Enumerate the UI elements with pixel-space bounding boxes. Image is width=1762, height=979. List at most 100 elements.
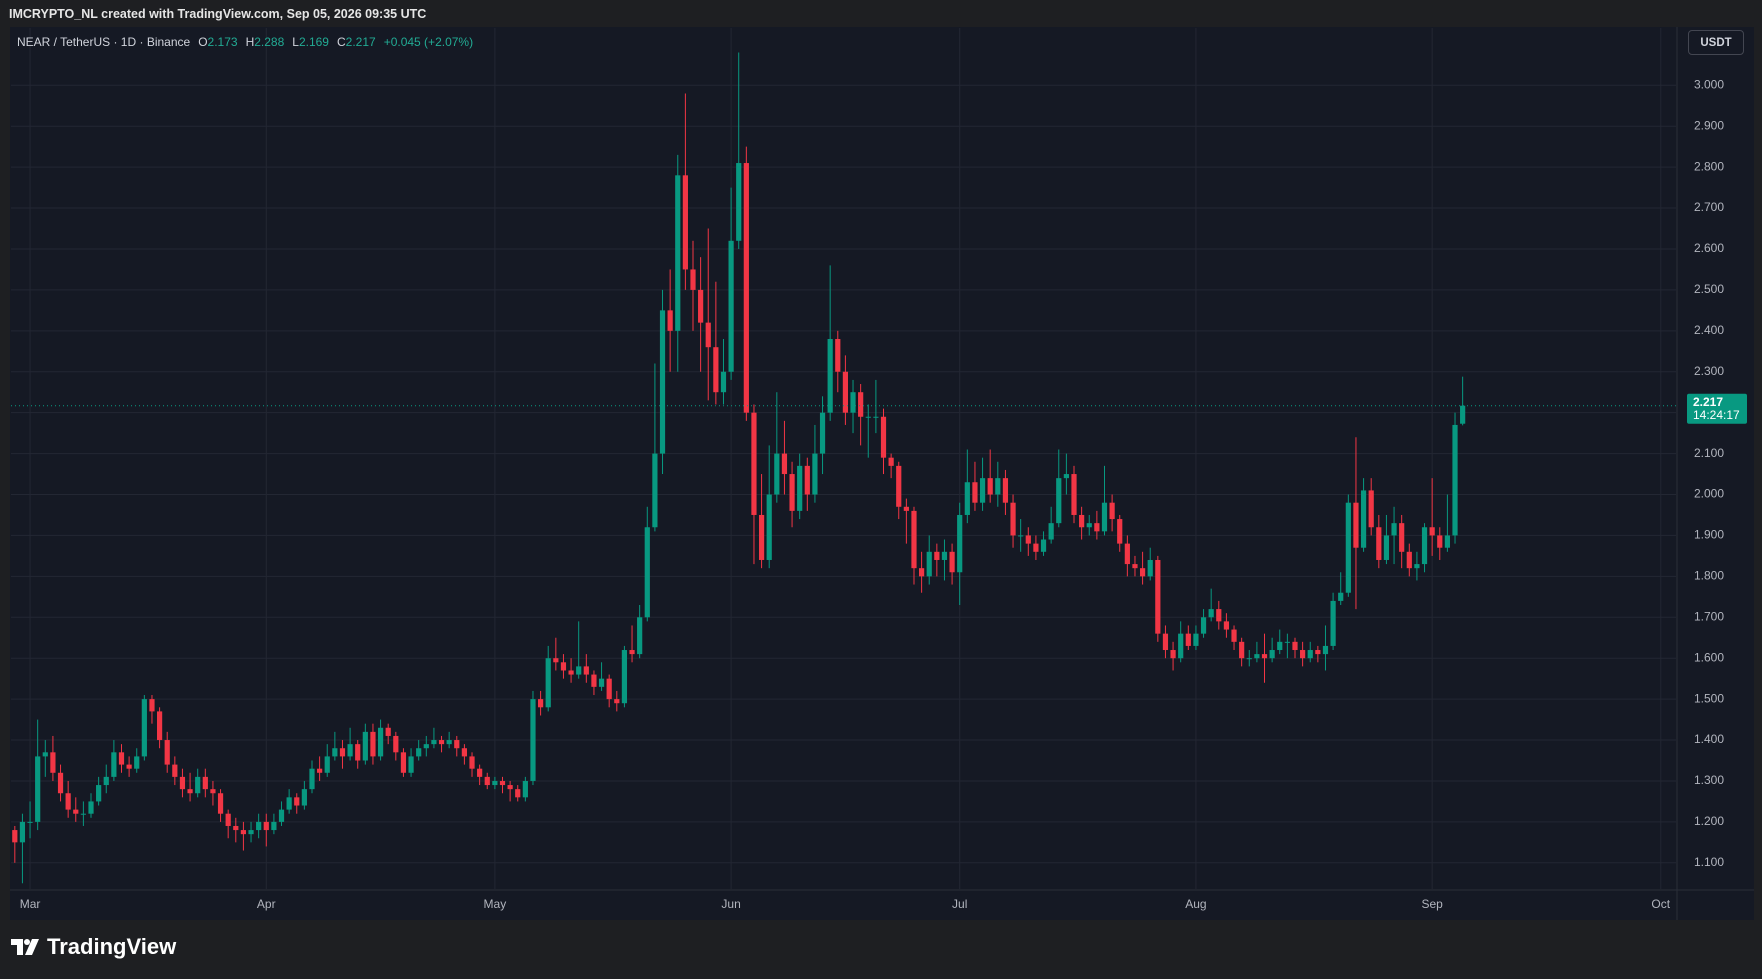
candle-body [111, 752, 117, 777]
candle-body [1300, 650, 1306, 659]
candle-body [720, 371, 727, 393]
candle-body [1437, 535, 1443, 548]
candle-body [27, 821, 33, 823]
candle-body [118, 752, 125, 765]
candle-body [210, 789, 216, 794]
candle-body [591, 674, 597, 687]
candle-body [1139, 568, 1146, 577]
candle-body [1345, 502, 1351, 593]
y-tick-label: 2.600 [1694, 241, 1724, 255]
candle-body [1025, 535, 1031, 544]
candle-body [1261, 654, 1268, 659]
candle-body [873, 416, 879, 418]
candle-body [301, 789, 307, 806]
y-tick-label: 2.700 [1694, 200, 1724, 214]
candle-body [1452, 424, 1458, 536]
attribution: IMCRYPTO_NL created with TradingView.com… [9, 7, 427, 21]
candle-body [42, 752, 48, 757]
candle-body [1406, 551, 1412, 569]
candle-body [919, 568, 925, 577]
candle-body [827, 339, 833, 413]
candle-body [1421, 527, 1428, 565]
candle-body [1147, 559, 1153, 577]
candle-body [766, 494, 772, 560]
candle-body [1315, 650, 1321, 655]
ohlc-value: 2.288 [254, 35, 285, 49]
x-tick-label: Mar [20, 897, 41, 911]
candle-body [492, 780, 498, 786]
candle-body [667, 310, 673, 331]
candle-body [598, 678, 605, 687]
ohlc-label: L [292, 35, 299, 49]
candle-body [1444, 535, 1450, 548]
candle-body [1079, 514, 1085, 528]
candle-body [789, 474, 795, 511]
candle-body [240, 830, 247, 835]
ohlc-value: 2.169 [298, 35, 329, 49]
x-tick-label: Aug [1185, 897, 1206, 911]
candle-body [332, 748, 338, 757]
candle-body [233, 825, 239, 831]
ohlc-label: O [198, 35, 208, 49]
candle-body [400, 752, 407, 773]
candle-body [1056, 478, 1062, 524]
x-tick-label: Jul [952, 897, 967, 911]
candle-body [758, 514, 765, 560]
candle-body [987, 478, 993, 495]
candle-body [1185, 633, 1191, 646]
candle-body [256, 821, 262, 831]
candle-body [682, 175, 688, 270]
candle-body [568, 670, 574, 675]
last-price-label: 2.217 [1693, 395, 1723, 409]
candle-body [576, 666, 582, 675]
candle-body [324, 756, 330, 773]
y-tick-label: 1.600 [1694, 650, 1724, 664]
candle-body [781, 453, 788, 475]
candle-body [454, 740, 460, 749]
candle-body [637, 617, 643, 655]
candle-body [705, 322, 711, 348]
ohlc-value: 2.217 [345, 35, 376, 49]
candle-body [134, 756, 140, 769]
candle-body [347, 744, 353, 757]
candle-body [1399, 523, 1405, 552]
candle-body [263, 821, 269, 831]
x-tick-label: Sep [1421, 897, 1443, 911]
candle-body [1178, 633, 1184, 659]
candle-body [812, 453, 818, 495]
candle-body [416, 748, 422, 757]
change: +0.045 (+2.07%) [383, 35, 474, 49]
candle-body [850, 392, 856, 413]
candle-body [408, 756, 414, 773]
candle-body [1277, 641, 1283, 651]
ohlc-value: 2.173 [207, 35, 238, 49]
candle-body [606, 678, 612, 700]
y-tick-label: 2.900 [1694, 118, 1724, 132]
last-price-box [1687, 393, 1747, 424]
candle-body [355, 744, 361, 761]
candle-body [819, 412, 826, 454]
candle-body [1193, 633, 1199, 646]
candle-body [1208, 609, 1214, 618]
candle-body [248, 830, 254, 835]
candle-body [995, 478, 1001, 495]
candle-body [156, 711, 163, 741]
candle-body [1391, 523, 1397, 536]
candle-body [339, 748, 346, 757]
candle-body [172, 764, 178, 777]
candle-body [309, 768, 315, 790]
candle-body [1124, 543, 1130, 565]
candle-body [217, 793, 224, 814]
candle-body [957, 514, 963, 573]
candle-body [1101, 502, 1108, 532]
candle-body [690, 269, 696, 290]
candle-body [949, 551, 955, 573]
countdown-label: 14:24:17 [1693, 408, 1740, 422]
candle-body [1048, 523, 1054, 540]
candle-body [65, 793, 71, 810]
currency-button[interactable]: USDT [1688, 30, 1744, 55]
candle-body [1109, 502, 1115, 520]
candle-body [888, 457, 894, 466]
candle-body [621, 650, 628, 704]
